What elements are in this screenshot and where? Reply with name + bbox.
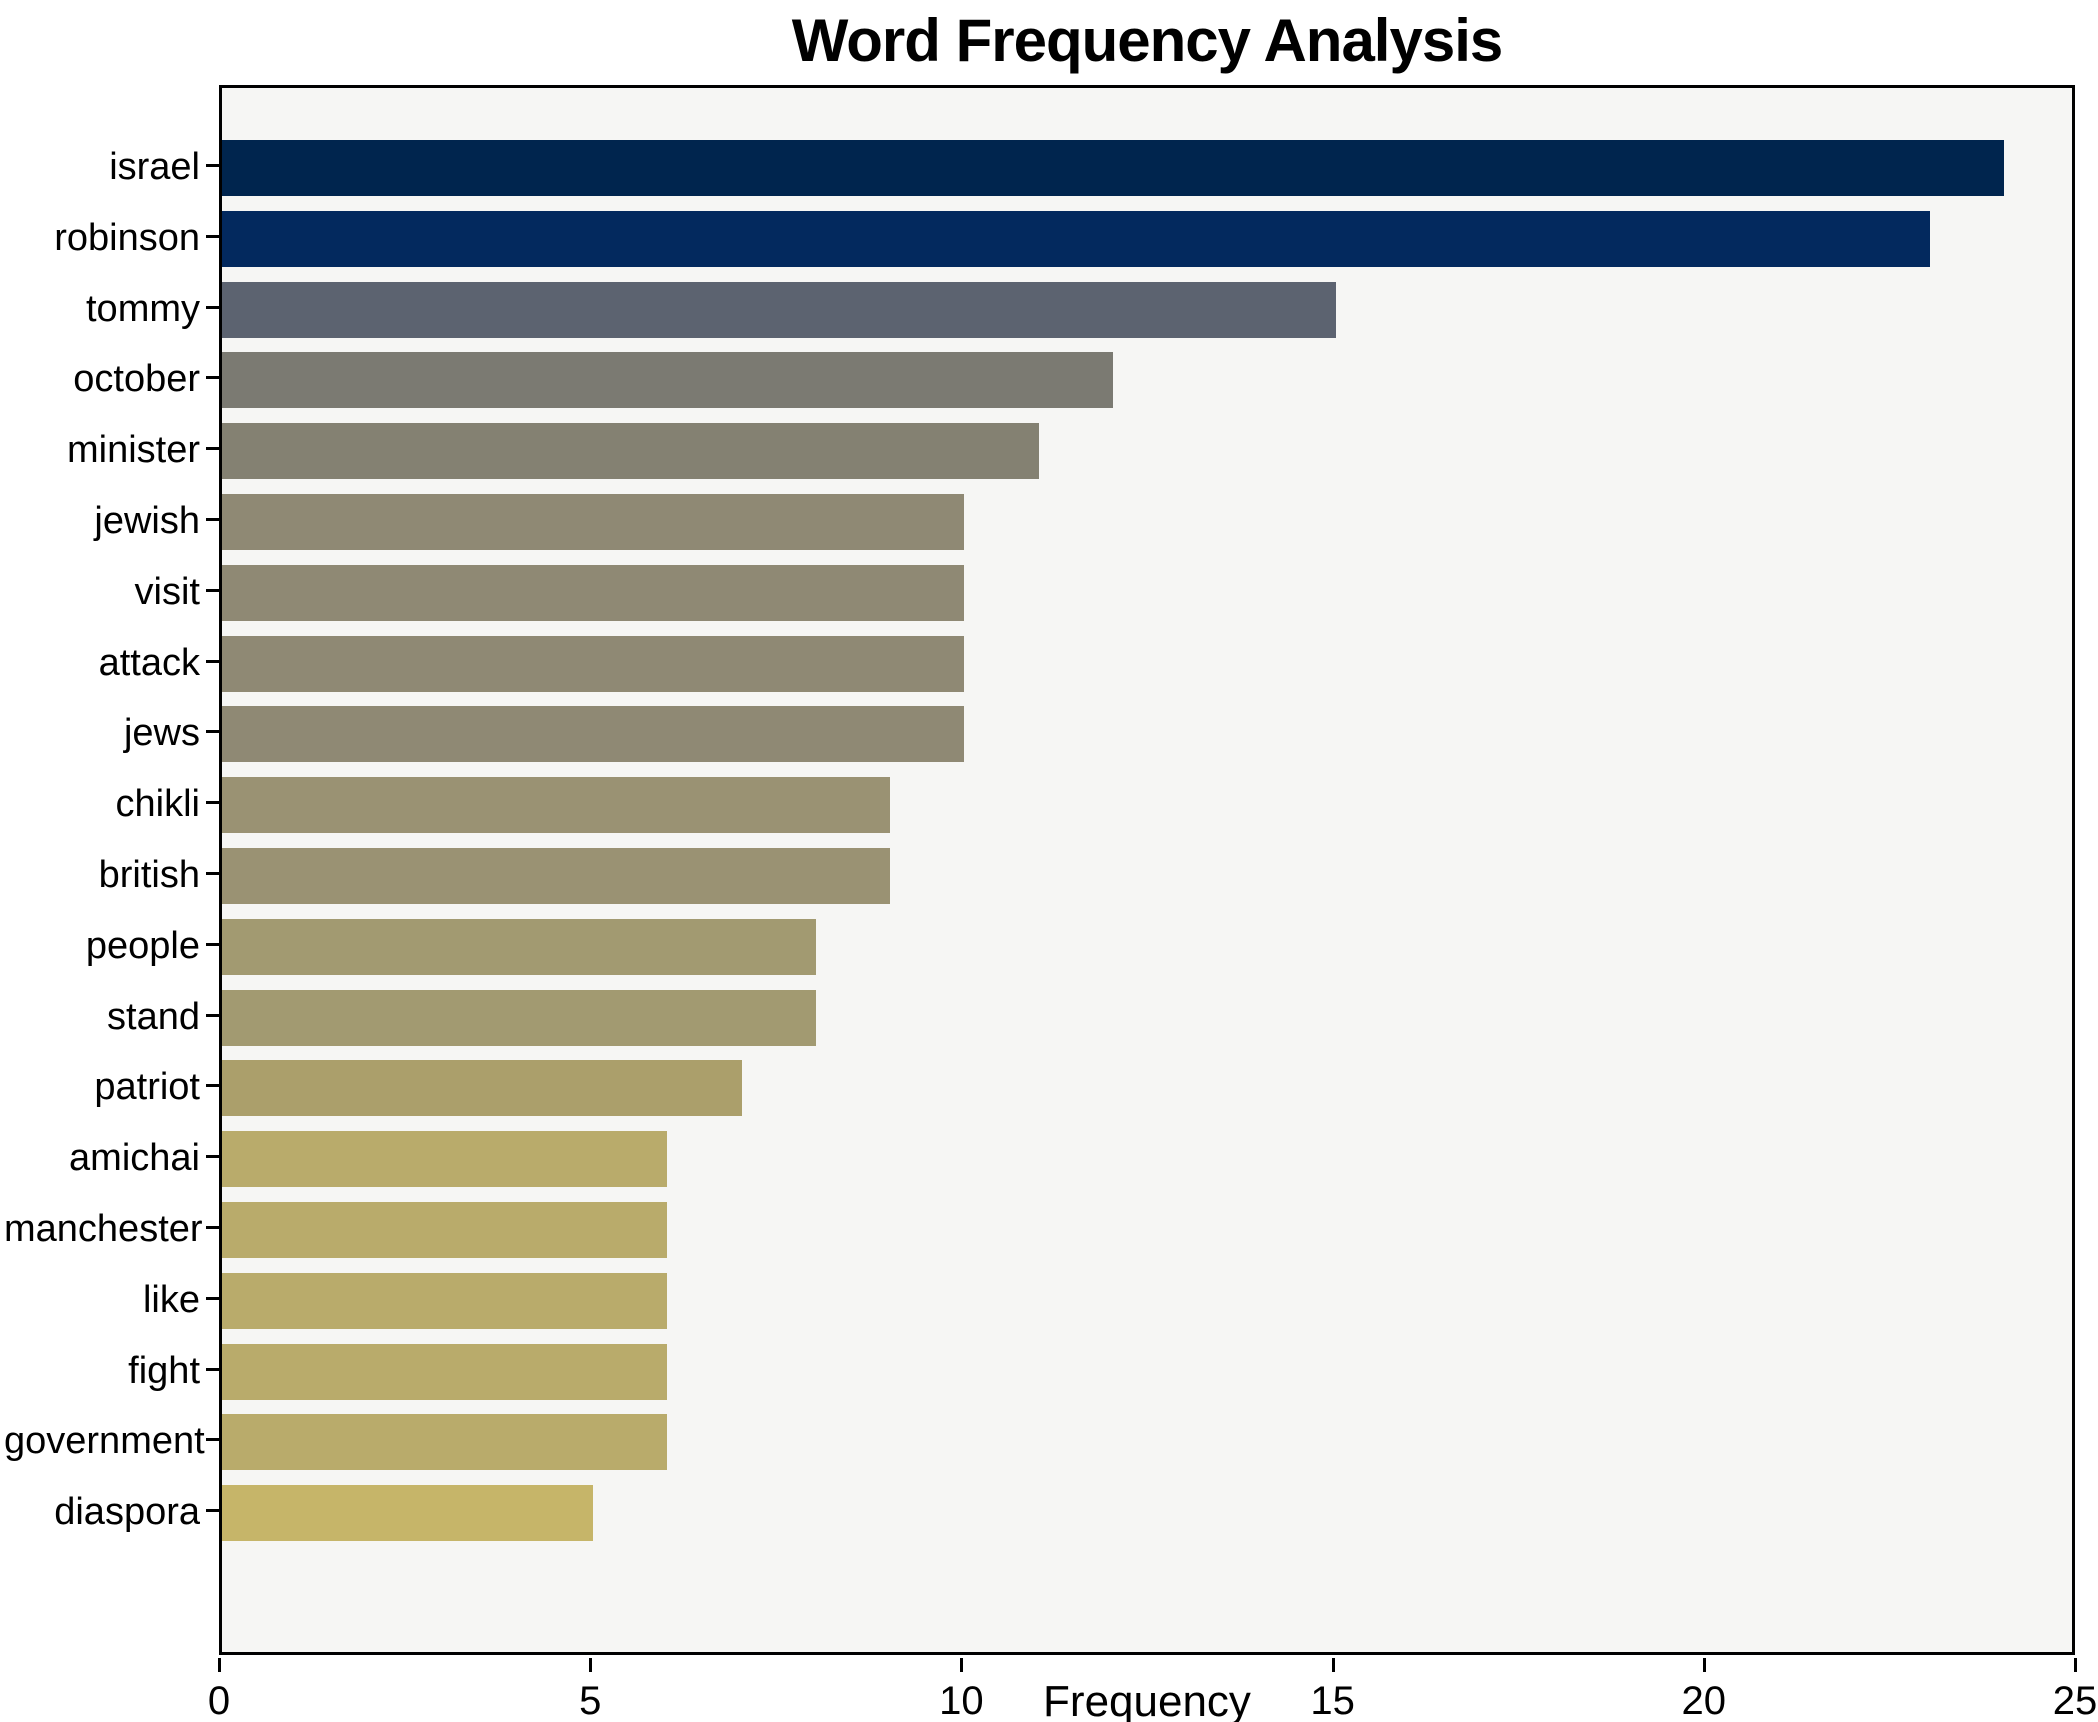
plot-area xyxy=(219,85,2075,1655)
bar-minister xyxy=(222,423,1039,480)
bar-tommy xyxy=(222,281,1336,338)
xtick-label-5: 5 xyxy=(579,1679,602,1722)
bar-israel xyxy=(222,140,2004,196)
bar-october xyxy=(222,352,1113,409)
bar-jews xyxy=(222,706,965,763)
ytick-label-robinson: robinson xyxy=(54,216,200,259)
ytick-label-amichai: amichai xyxy=(69,1137,200,1180)
xtick-label-20: 20 xyxy=(1681,1679,1727,1722)
xtick-mark xyxy=(2074,1658,2077,1672)
ytick-label-israel: israel xyxy=(109,146,200,188)
ytick-label-people: people xyxy=(85,924,200,967)
ytick-mark xyxy=(206,164,219,167)
ytick-label-jews: jews xyxy=(123,712,200,755)
bar-government xyxy=(222,1414,668,1471)
ytick-mark xyxy=(206,1296,219,1300)
ytick-mark xyxy=(206,1155,219,1159)
ytick-label-jewish: jewish xyxy=(94,500,200,542)
ytick-label-october: october xyxy=(73,358,200,401)
ytick-label-government: government xyxy=(4,1420,205,1463)
bar-attack xyxy=(222,635,965,692)
xtick-label-0: 0 xyxy=(207,1679,231,1722)
ytick-label-stand: stand xyxy=(107,995,200,1038)
xtick-mark xyxy=(218,1658,221,1672)
ytick-label-manchester: manchester xyxy=(4,1208,203,1250)
chart-title: Word Frequency Analysis xyxy=(791,7,1504,74)
ytick-mark xyxy=(206,447,219,451)
bar-people xyxy=(222,918,816,975)
bar-chikli xyxy=(222,777,891,834)
ytick-label-chikli: chikli xyxy=(115,783,200,826)
ytick-label-diaspora: diaspora xyxy=(54,1491,200,1534)
bar-robinson xyxy=(222,210,1930,267)
bar-like xyxy=(222,1272,668,1329)
ytick-label-tommy: tommy xyxy=(86,287,200,330)
bar-fight xyxy=(222,1343,668,1400)
bar-jewish xyxy=(222,494,965,550)
bar-diaspora xyxy=(222,1485,594,1542)
bar-amichai xyxy=(222,1131,668,1188)
bar-manchester xyxy=(222,1202,668,1258)
ytick-mark xyxy=(206,234,219,238)
xtick-label-10: 10 xyxy=(939,1679,984,1722)
bar-visit xyxy=(222,564,965,621)
ytick-label-attack: attack xyxy=(98,641,200,684)
xtick-label-25: 25 xyxy=(2052,1679,2098,1722)
ytick-mark xyxy=(206,1226,219,1229)
ytick-label-like: like xyxy=(142,1278,200,1321)
bar-british xyxy=(222,848,891,904)
ytick-label-minister: minister xyxy=(66,429,200,472)
ytick-label-fight: fight xyxy=(128,1349,200,1392)
bar-stand xyxy=(222,989,816,1046)
ytick-label-british: british xyxy=(98,854,200,896)
ytick-mark xyxy=(206,588,219,592)
ytick-mark xyxy=(206,1509,219,1513)
ytick-mark xyxy=(206,518,219,521)
ytick-mark xyxy=(206,872,219,875)
ytick-mark xyxy=(206,305,219,309)
bar-patriot xyxy=(222,1060,742,1117)
ytick-label-patriot: patriot xyxy=(94,1066,200,1109)
ytick-mark xyxy=(206,1367,219,1371)
ytick-mark xyxy=(206,1084,219,1088)
xtick-mark xyxy=(589,1658,593,1672)
xtick-label-15: 15 xyxy=(1310,1679,1355,1722)
ytick-label-visit: visit xyxy=(134,570,200,613)
ytick-mark xyxy=(206,376,219,380)
ytick-mark xyxy=(206,1438,219,1442)
ytick-mark xyxy=(206,942,219,946)
xtick-mark xyxy=(1702,1658,1706,1672)
ytick-mark xyxy=(206,1013,219,1017)
ytick-mark xyxy=(206,801,219,805)
ytick-mark xyxy=(206,659,219,663)
xtick-mark xyxy=(1331,1658,1335,1672)
xtick-mark xyxy=(960,1658,964,1672)
ytick-mark xyxy=(206,730,219,734)
x-axis-label: Frequency xyxy=(1043,1677,1251,1722)
